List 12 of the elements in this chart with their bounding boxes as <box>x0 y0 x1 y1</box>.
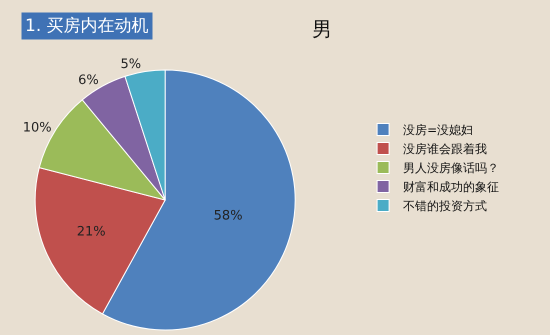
legend-label: 没房=没媳妇 <box>403 123 474 138</box>
chart-title: 1. 买房内在动机 <box>25 16 149 36</box>
data-label: 21% <box>76 224 106 240</box>
legend-label: 财富和成功的象征 <box>403 180 500 194</box>
data-label: 5% <box>120 56 142 72</box>
data-label: 58% <box>214 208 243 224</box>
legend-label: 不错的投资方式 <box>403 199 488 214</box>
legend-label: 没房谁会跟着我 <box>403 142 488 156</box>
legend-label: 男人没房像话吗？ <box>403 161 500 176</box>
data-label: 6% <box>78 72 99 88</box>
data-label: 10% <box>22 120 52 136</box>
chart-subtitle: 男 <box>312 17 332 41</box>
